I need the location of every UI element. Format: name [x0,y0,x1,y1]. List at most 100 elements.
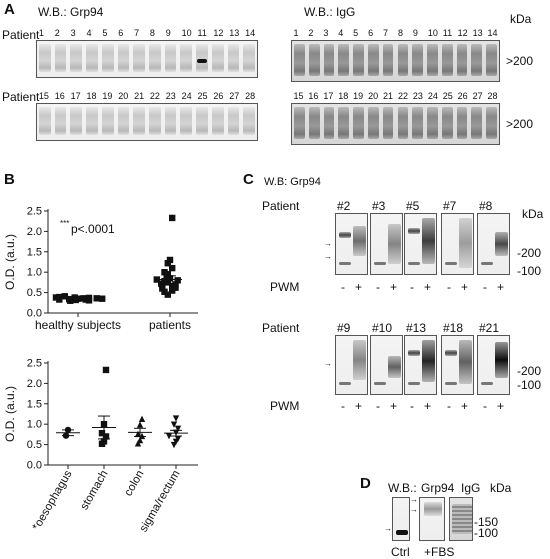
patient-id: #3 [372,199,386,213]
blot-lane [456,44,468,76]
panel-b-pvalue: p<.0001 [71,222,115,236]
blot-lane [367,107,379,139]
blot-lane [180,44,193,72]
blot-lane [180,107,193,135]
y-tick-label: 2.5 [27,206,42,218]
pwm-plus: + [497,399,505,413]
lane-number: 5 [353,28,359,38]
lane-number: 9 [412,28,418,38]
lane-number: 24 [427,91,438,101]
patient-id: #7 [443,199,457,213]
band-arrow-icon: → [324,252,332,261]
data-point [169,264,176,272]
patient-blot [404,213,437,275]
data-point [136,421,144,428]
lane-number: 14 [245,28,256,38]
y-axis-label: O.D. (a.u.) [3,386,17,442]
data-point [138,415,146,423]
data-point [169,287,176,294]
band-extra [445,350,457,356]
blot-lane [412,107,424,139]
lane-number: 6 [368,28,374,38]
panel-a-patient-label-row1: Patient [2,28,40,42]
data-point [161,269,168,276]
x-tick-label: patients [149,318,191,332]
blot-lane [323,107,335,139]
data-point [52,294,60,301]
data-point [164,260,171,267]
panel-c-pwm-label-row2: PWM [270,399,300,413]
blot-lane [308,107,320,139]
blot-lane [133,107,145,135]
blot-lane [117,44,130,72]
panel-a-size-marker-row1: >200 [506,54,534,68]
band-100kda [374,262,386,265]
blot-lane [471,107,483,139]
lane-number: 21 [134,91,145,101]
x-tick-label: sigma/rectum [138,469,183,535]
band-100kda [374,382,386,385]
patient-id: #10 [372,321,393,335]
pwm-plus: + [390,399,398,413]
band-100kda [339,262,351,265]
panel-a-title-grp94: W.B.: Grp94 [38,5,104,19]
lane-number: 4 [86,28,92,38]
pwm-plus: + [461,280,469,294]
data-point [172,415,180,422]
lane-number: 24 [181,91,192,101]
blot-lane [196,44,208,72]
blot-lane [86,44,98,72]
panel-c-letter: C [243,171,254,188]
lane-number: 2 [308,28,314,38]
lane-number: 16 [54,91,65,101]
pwm-minus: - [341,280,345,294]
patient-blot [477,335,510,395]
patient-blot [441,213,474,275]
patient-blot [441,335,474,395]
pwm-minus: - [483,399,487,413]
y-tick-label: 1.0 [27,267,42,279]
band-smear [459,340,472,384]
lane-number: 27 [229,91,240,101]
x-tick-label: healthy subjects [35,318,121,332]
blot-lane [486,44,497,76]
panel-c-patient-label-row1: Patient [262,199,300,213]
y-tick-label: 1.5 [27,246,42,258]
patient-id: #5 [406,199,420,213]
patient-id: #21 [479,321,500,335]
blot-lane [164,107,177,135]
data-point [164,291,171,298]
panel-d-wb-label: W.B.: [388,481,417,495]
panel-b-letter: B [4,171,15,188]
data-point [85,297,93,304]
band-smear [422,218,435,264]
data-point [172,281,179,288]
panel-d-arrow-lower: → [410,505,418,514]
data-point [166,256,174,264]
lane-number: 21 [383,91,394,101]
band-smear [353,340,366,380]
pwm-minus: - [447,280,451,294]
data-point [169,214,176,222]
lane-number: 16 [308,91,319,101]
data-point [102,433,110,440]
panel-d-marker-100: -100 [474,526,499,540]
lane-number: 26 [213,91,224,101]
panel-d-blot-igg [449,497,473,541]
blot-lane [338,107,350,139]
patient-id: #18 [443,321,464,335]
panel-a-kda: kDa [510,12,532,26]
panel-d-fbs-label: +FBS [424,545,455,559]
blot-lane [149,107,161,135]
y-tick-label: 0.5 [27,439,42,451]
blot-lane [441,44,453,76]
data-point [161,277,168,285]
lane-number: 1 [293,28,299,38]
blot-lane [456,107,468,139]
blot-lane [211,107,224,135]
data-point [158,280,165,287]
blot-lane [243,44,255,72]
band-arrow-icon: → [324,359,332,368]
panel-d-arrow-ctrl: → [384,524,392,533]
patient-blot [335,213,368,275]
